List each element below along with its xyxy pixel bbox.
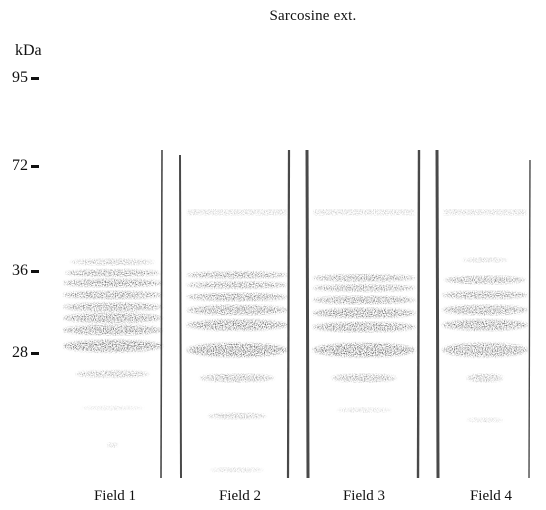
marker-95: 95 — [12, 70, 39, 86]
lane-separator-1 — [160, 149, 163, 479]
band-lane-4-5 — [442, 319, 528, 331]
marker-28: 28 — [12, 345, 39, 361]
band-lane-2-7 — [199, 374, 275, 382]
band-lane-1-1 — [70, 259, 155, 265]
band-lane-1-6 — [62, 313, 163, 323]
lane-separator-6 — [435, 149, 440, 479]
band-lane-3-6 — [312, 343, 416, 357]
band-lane-2-6 — [186, 343, 288, 357]
band-60kda-lane-4 — [444, 209, 526, 215]
band-lane-1-8 — [62, 340, 163, 352]
lane-separator-4 — [305, 149, 310, 479]
band-lane-4-4 — [442, 305, 528, 315]
marker-36: 36 — [12, 263, 39, 279]
band-lane-2-5 — [186, 319, 288, 331]
band-lane-4-2 — [444, 276, 526, 284]
marker-72: 72 — [12, 158, 39, 174]
band-lane-1-10 — [81, 406, 144, 410]
band-lane-3-3 — [312, 296, 416, 304]
lane-label-field-1: Field 1 — [93, 488, 137, 504]
band-lane-1-9 — [75, 370, 150, 378]
blot-title: Sarcosine ext. — [269, 8, 357, 24]
band-lane-4-3 — [442, 291, 528, 299]
lane-separator-5 — [416, 149, 421, 479]
band-lane-3-1 — [312, 274, 416, 282]
lane-separator-3 — [286, 149, 291, 479]
band-lane-1-5 — [62, 302, 163, 312]
western-blot-image — [62, 149, 531, 479]
band-lane-3-7 — [331, 374, 397, 382]
lane-label-field-4: Field 4 — [469, 488, 513, 504]
lane-label-field-3: Field 3 — [342, 488, 386, 504]
band-lane-3-5 — [312, 322, 416, 332]
band-lane-2-8 — [207, 413, 267, 419]
unit-label: kDa — [15, 42, 42, 59]
band-lane-4-7 — [467, 374, 503, 382]
band-lane-4-8 — [467, 417, 503, 423]
band-lane-2-1 — [186, 271, 288, 279]
band-60kda-lane-2 — [188, 209, 286, 215]
band-lane-1-3 — [62, 279, 163, 287]
band-lane-2-4 — [186, 305, 288, 315]
band-lane-2-3 — [186, 293, 288, 301]
lane-separator-7 — [528, 159, 531, 479]
band-lane-2-2 — [186, 281, 288, 289]
band-lane-1-11 — [107, 442, 118, 448]
band-lane-4-6 — [442, 343, 528, 357]
band-lane-3-4 — [312, 308, 416, 318]
lane-label-field-2: Field 2 — [218, 488, 262, 504]
band-60kda-lane-3 — [314, 209, 414, 215]
band-lane-3-8 — [337, 407, 391, 413]
band-lane-4-1 — [462, 257, 508, 263]
band-lane-1-2 — [65, 269, 160, 277]
band-lane-2-9 — [210, 467, 264, 473]
band-lane-1-7 — [62, 325, 163, 335]
lane-separator-2 — [179, 154, 182, 479]
band-lane-1-4 — [62, 291, 163, 299]
band-lane-3-2 — [312, 284, 416, 292]
